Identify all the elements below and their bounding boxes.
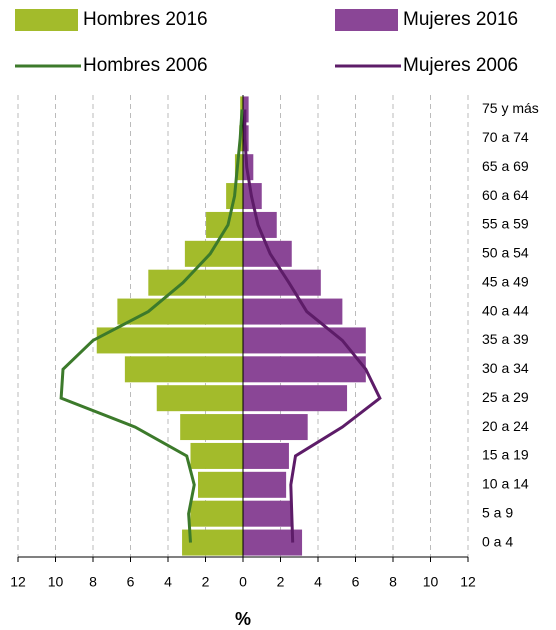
legend-swatch xyxy=(335,9,398,31)
y-tick-label: 15 a 19 xyxy=(482,447,529,463)
bar xyxy=(156,385,243,412)
legend-label: Mujeres 2016 xyxy=(403,9,518,30)
bar xyxy=(243,327,366,354)
bar xyxy=(96,327,243,354)
y-tick-label: 5 a 9 xyxy=(482,504,513,520)
x-tick-label: 6 xyxy=(352,574,360,590)
y-tick-label: 25 a 29 xyxy=(482,389,529,405)
bar xyxy=(198,471,243,498)
x-tick-label: 2 xyxy=(202,574,210,590)
bar xyxy=(148,269,243,296)
line xyxy=(243,109,382,543)
bar xyxy=(117,298,243,325)
x-tick-label: 0 xyxy=(239,574,247,590)
y-tick-label: 35 a 39 xyxy=(482,331,529,347)
bar xyxy=(234,154,243,181)
x-tick-label: 2 xyxy=(277,574,285,590)
x-tick-label: 6 xyxy=(127,574,135,590)
legend-swatch xyxy=(15,9,78,31)
y-tick-label: 10 a 14 xyxy=(482,476,529,492)
bar xyxy=(184,240,243,267)
y-tick-label: 75 y más xyxy=(482,100,539,116)
x-tick-label: 12 xyxy=(460,574,476,590)
bar xyxy=(243,414,308,441)
bar xyxy=(124,356,243,383)
y-tick-label: 20 a 24 xyxy=(482,418,529,434)
y-tick-label: 65 a 69 xyxy=(482,158,529,174)
bar xyxy=(206,211,243,238)
y-tick-label: 70 a 74 xyxy=(482,129,529,145)
x-tick-label: 8 xyxy=(89,574,97,590)
y-tick-label: 60 a 64 xyxy=(482,187,529,203)
x-tick-label: 4 xyxy=(164,574,172,590)
bar xyxy=(243,385,348,412)
y-tick-label: 55 a 59 xyxy=(482,216,529,232)
bar xyxy=(180,414,243,441)
bar xyxy=(243,211,277,238)
x-tick-label: 12 xyxy=(10,574,26,590)
bar xyxy=(243,442,289,469)
x-tick-label: 4 xyxy=(314,574,322,590)
legend-label: Mujeres 2006 xyxy=(403,55,518,76)
y-tick-label: 0 a 4 xyxy=(482,533,513,549)
bar xyxy=(190,500,243,527)
y-tick-label: 50 a 54 xyxy=(482,245,529,261)
x-tick-label: 10 xyxy=(423,574,439,590)
bar xyxy=(243,500,292,527)
x-tick-label: 10 xyxy=(48,574,64,590)
x-tick-label: 8 xyxy=(389,574,397,590)
legend-label: Hombres 2006 xyxy=(83,55,208,76)
line xyxy=(59,109,244,543)
x-axis-label: % xyxy=(235,609,251,629)
bar xyxy=(190,442,243,469)
legend-label: Hombres 2016 xyxy=(83,9,208,30)
y-tick-label: 45 a 49 xyxy=(482,273,529,289)
y-tick-label: 30 a 34 xyxy=(482,360,529,376)
bar xyxy=(243,471,287,498)
bar xyxy=(243,356,366,383)
y-tick-label: 40 a 44 xyxy=(482,302,529,318)
bar xyxy=(182,529,243,556)
bar xyxy=(243,298,343,325)
